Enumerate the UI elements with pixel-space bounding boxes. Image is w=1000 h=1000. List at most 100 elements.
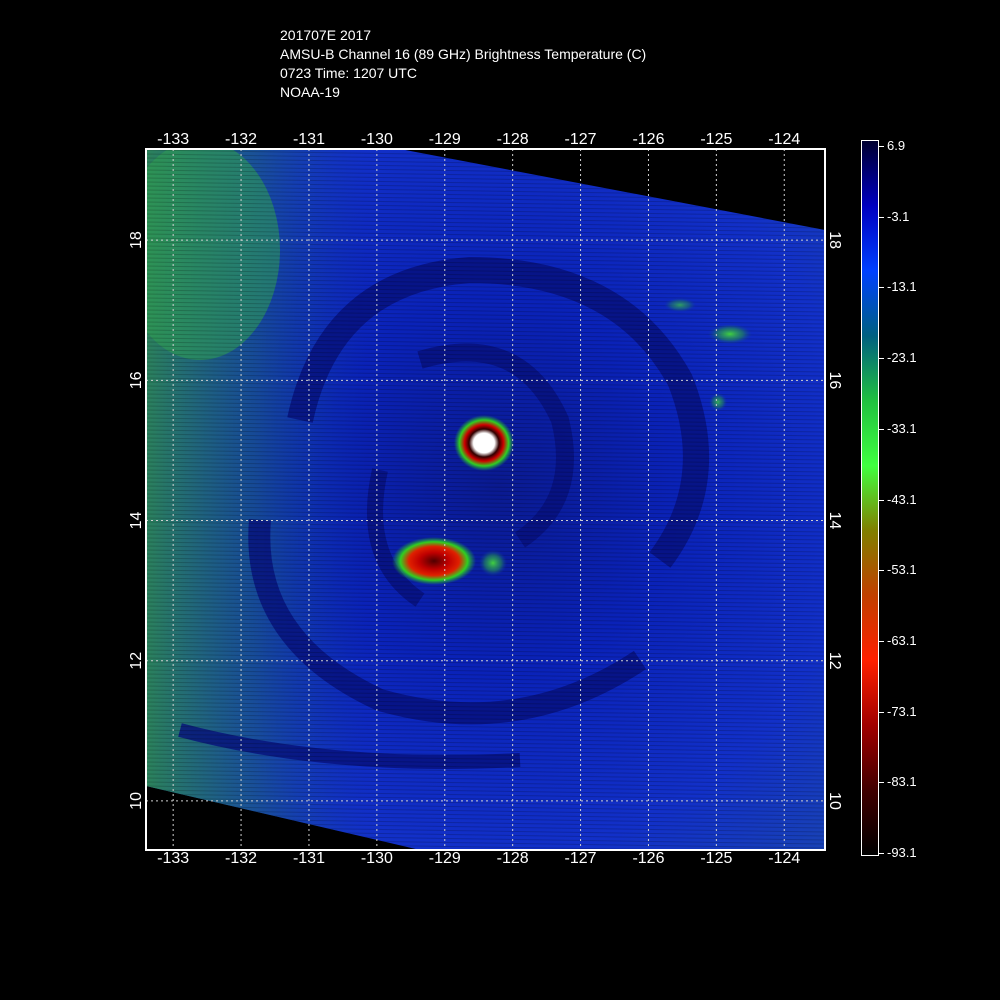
scan-line [146, 709, 825, 721]
scan-line [146, 765, 825, 777]
scan-line [146, 697, 825, 709]
scan-line [146, 589, 825, 601]
scan-line [146, 785, 825, 797]
scan-line [146, 761, 825, 773]
scan-line [146, 201, 825, 213]
scan-line [146, 637, 825, 649]
lon-tick-label-top: -130 [361, 131, 393, 148]
scan-line [146, 309, 825, 321]
scan-line [146, 625, 825, 637]
scan-line [146, 749, 825, 761]
scan-line [146, 489, 825, 501]
colorbar-label: -33.1 [887, 420, 917, 436]
lat-tick-label-left: 12 [128, 652, 145, 670]
scan-line [146, 533, 825, 545]
scan-line [146, 477, 825, 489]
scan-line [146, 673, 825, 685]
scan-line [146, 369, 825, 381]
scan-line [146, 717, 825, 729]
scan-line [146, 249, 825, 261]
scan-line [146, 349, 825, 361]
scan-line [146, 597, 825, 609]
scan-line [146, 537, 825, 549]
scan-line [146, 357, 825, 369]
colorbar-tick [878, 711, 884, 713]
scan-line [146, 509, 825, 521]
storm-id-line: 201707E 2017 [280, 27, 372, 43]
scan-line [146, 669, 825, 681]
scan-line [146, 213, 825, 225]
scan-line [146, 361, 825, 373]
scan-line [146, 545, 825, 557]
scan-line [146, 469, 825, 481]
scan-line [146, 337, 825, 349]
lon-tick-label-bottom: -124 [768, 850, 800, 867]
scan-line [146, 713, 825, 725]
scan-line [146, 381, 825, 393]
scan-line [146, 245, 825, 257]
colorbar-label: -13.1 [887, 279, 917, 295]
lon-tick-label-bottom: -128 [497, 850, 529, 867]
scan-line [146, 741, 825, 753]
lat-tick-label-right: 10 [826, 792, 843, 810]
lon-tick-label-bottom: -127 [565, 850, 597, 867]
colorbar-label: 6.9 [887, 138, 906, 153]
scan-line [146, 289, 825, 301]
scan-line [146, 513, 825, 525]
lon-tick-label-top: -126 [632, 131, 664, 148]
scan-line [146, 745, 825, 757]
swath-data [146, 149, 825, 850]
eyewall-feature [454, 415, 514, 471]
scan-line [146, 269, 825, 281]
scan-line [146, 481, 825, 493]
lat-tick-label-left: 14 [128, 512, 145, 530]
colorbar-label: -53.1 [887, 562, 917, 578]
product-line: AMSU-B Channel 16 (89 GHz) Brightness Te… [280, 46, 647, 62]
colorbar-tick [878, 428, 884, 430]
scan-line [146, 541, 825, 553]
scan-line [146, 257, 825, 269]
lat-tick-label-left: 18 [128, 231, 145, 249]
colorbar-label: -63.1 [887, 632, 917, 648]
lat-tick-label-right: 18 [826, 231, 843, 249]
colorbar-tick [878, 570, 884, 572]
scan-line [146, 781, 825, 793]
scan-line [146, 681, 825, 693]
convection-blob [479, 550, 507, 576]
scan-line [146, 501, 825, 513]
scan-line [146, 577, 825, 589]
scan-line [146, 473, 825, 485]
scan-line [146, 789, 825, 801]
lat-tick-label-right: 12 [826, 652, 843, 670]
map-image-layer [146, 149, 825, 850]
scan-line [146, 521, 825, 533]
scan-line [146, 689, 825, 701]
scan-line [146, 209, 825, 221]
scan-line [146, 405, 825, 417]
colorbar-label: -43.1 [887, 491, 917, 507]
lon-tick-label-top: -124 [768, 131, 800, 148]
scan-line [146, 497, 825, 509]
scan-line [146, 365, 825, 377]
scan-line [146, 609, 825, 621]
scan-line [146, 241, 825, 253]
scan-line [146, 585, 825, 597]
scan-line [146, 229, 825, 241]
graticule [146, 149, 825, 850]
scan-line [146, 793, 825, 805]
lon-tick-label-top: -127 [565, 131, 597, 148]
scan-line [146, 701, 825, 713]
colorbar-label: -83.1 [887, 774, 917, 790]
scan-line [146, 377, 825, 389]
colorbar-tick [878, 216, 884, 218]
lon-tick-label-top: -125 [700, 131, 732, 148]
scan-line [146, 661, 825, 673]
lat-tick-label-left: 16 [128, 371, 145, 389]
scan-line [146, 385, 825, 397]
colorbar-tick [878, 358, 884, 360]
scan-line [146, 649, 825, 661]
scan-lines [146, 149, 825, 850]
scan-line [146, 285, 825, 297]
scan-line [146, 665, 825, 677]
scan-line [146, 677, 825, 689]
